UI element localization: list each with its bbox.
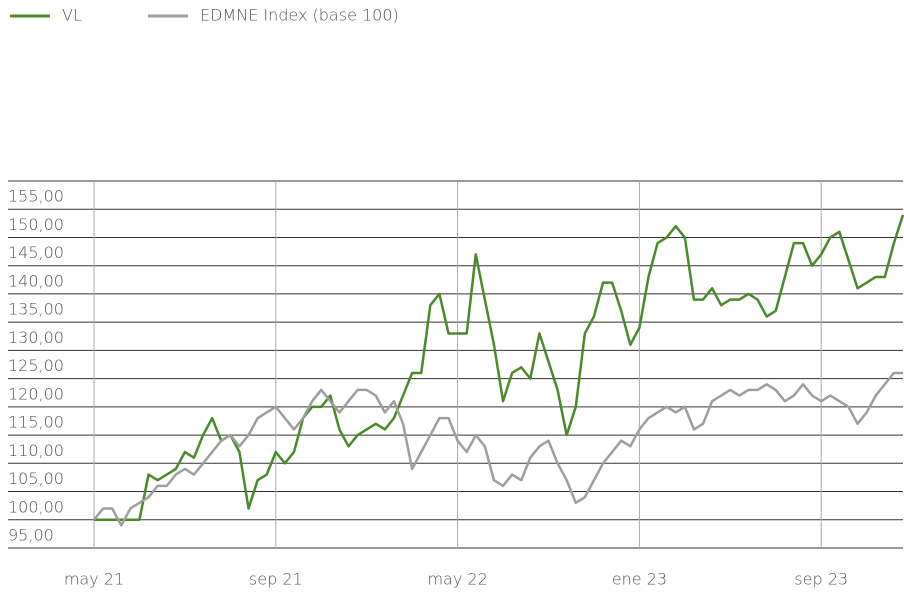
x-tick-label: sep 23 <box>794 570 848 589</box>
y-tick-label: 100,00 <box>8 497 64 516</box>
x-tick-label: may 22 <box>427 570 487 589</box>
y-tick-label: 105,00 <box>8 469 64 488</box>
legend-label: VL <box>62 6 82 25</box>
y-tick-label: 95,00 <box>8 526 54 545</box>
y-tick-label: 120,00 <box>8 384 64 403</box>
y-tick-label: 155,00 <box>8 187 64 206</box>
y-tick-label: 110,00 <box>8 441 64 460</box>
y-tick-label: 150,00 <box>8 215 64 234</box>
x-tick-label: ene 23 <box>612 570 667 589</box>
y-tick-label: 145,00 <box>8 243 64 262</box>
y-tick-label: 140,00 <box>8 271 64 290</box>
x-tick-label: sep 21 <box>249 570 303 589</box>
x-tick-label: may 21 <box>64 570 124 589</box>
y-tick-label: 130,00 <box>8 328 64 347</box>
series-line <box>94 214 904 522</box>
y-tick-label: 135,00 <box>8 300 64 319</box>
series-line <box>93 371 903 527</box>
y-tick-label: 125,00 <box>8 356 64 375</box>
legend-label: EDMNE Index (base 100) <box>200 6 399 25</box>
y-tick-label: 115,00 <box>8 413 64 432</box>
